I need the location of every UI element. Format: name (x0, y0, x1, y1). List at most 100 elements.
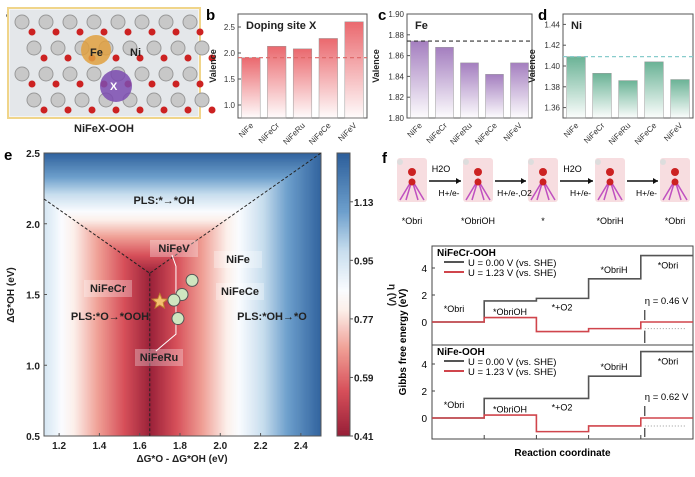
y-tick-label: 1.82 (388, 93, 404, 102)
metal-atom (170, 40, 186, 56)
energy-profile-u123 (432, 316, 693, 333)
x-tick-label: 1.6 (133, 441, 147, 452)
fe-atom (81, 35, 111, 65)
x-tick-label: 2.0 (213, 441, 227, 452)
metal-atom (86, 66, 102, 82)
overpotential-label: η = 0.62 V (645, 392, 689, 403)
oxygen-atom (408, 178, 416, 186)
y-tick-label: 2 (421, 387, 427, 398)
metal-atom (182, 66, 198, 82)
y-tick-label: 1.38 (544, 83, 560, 92)
category-label: NiFeCr (582, 121, 607, 146)
state-label: *ObriH (600, 265, 627, 275)
overpotential-label: η = 0.46 V (645, 296, 689, 307)
bar-NiFeCr (435, 47, 454, 119)
x-tick-label: 2.2 (254, 441, 268, 452)
metal-atom (194, 92, 210, 108)
region-label: PLS:*OH→*O (237, 311, 307, 323)
y-tick-label: 1.36 (544, 104, 560, 113)
metal-atom (26, 92, 42, 108)
region-label: PLS:*O→*OOH (71, 311, 149, 323)
state-label: *ObriH (596, 216, 623, 226)
state-label: *Obri (444, 400, 465, 410)
category-label: NiFeCe (473, 121, 499, 147)
category-label: NiFe (406, 121, 425, 140)
bar-NiFe (410, 40, 429, 119)
oxygen-atom (28, 28, 36, 36)
bar-NiFe (241, 57, 261, 119)
y-tick-label: 4 (421, 360, 427, 371)
y-tick-label: 1.42 (544, 41, 560, 50)
category-label: NiFeCr (257, 121, 282, 146)
point-label-box (216, 283, 264, 300)
category-label: NiFe (237, 121, 256, 140)
y-tick-label: 2.5 (26, 149, 40, 160)
oxygen-atom (124, 28, 132, 36)
metal-atom (158, 14, 174, 30)
panel-label-d: d (538, 7, 547, 24)
reactant-label: H2O (563, 164, 582, 174)
hydrogen-atom (463, 159, 469, 165)
metal-atom (146, 40, 162, 56)
chart-title: Ni (571, 20, 582, 32)
metal-atom (14, 14, 30, 30)
chart-title: Doping site X (246, 20, 317, 32)
energy-profile-u0 (432, 350, 693, 419)
oxygen-atom (671, 168, 679, 176)
y-tick-label: 1.80 (388, 114, 404, 123)
colorbar-tick-label: 0.95 (354, 256, 374, 267)
state-label: *Obri (665, 216, 686, 226)
structure-caption: NiFeX-OOH (74, 123, 134, 135)
oxygen-atom (208, 106, 216, 114)
metal-atom (38, 14, 54, 30)
metal-atom (26, 40, 42, 56)
point-label-box (214, 251, 262, 268)
y-tick-label: 1.86 (388, 52, 404, 61)
category-label: NiFeCe (307, 121, 333, 147)
x-tick-label: 1.2 (52, 441, 66, 452)
point-NiFeRu (171, 312, 185, 326)
oxygen-atom (76, 28, 84, 36)
y-tick-label: 1.5 (224, 75, 236, 84)
colorbar-tick-label: 0.77 (354, 315, 374, 326)
state-label: *+O2 (552, 402, 573, 412)
chart-title: Fe (415, 20, 428, 32)
legend-entry: U = 0.00 V (vs. SHE) (468, 357, 556, 368)
y-tick-label: 2.0 (26, 220, 40, 231)
bar-NiFeCr (592, 73, 612, 119)
y-tick-label: 1.40 (544, 62, 560, 71)
y-tick-label: 1.88 (388, 31, 404, 40)
y-tick-label: 1.90 (388, 10, 404, 19)
oxygen-atom (474, 178, 482, 186)
oxygen-atom (136, 54, 144, 62)
y-axis-label: Valence (371, 49, 381, 83)
colorbar-tick-label: 0.59 (354, 373, 374, 384)
category-label: NiFeV (336, 121, 359, 144)
y-tick-label: 4 (421, 264, 427, 275)
state-label: *ObriH (600, 362, 627, 372)
bar-NiFe (566, 56, 586, 119)
oxygen-atom (196, 80, 204, 88)
oxygen-atom (76, 80, 84, 88)
bar-NiFeRu (292, 48, 313, 119)
x-axis-label: Reaction coordinate (514, 448, 611, 459)
colorbar-gradient (337, 153, 350, 436)
dopant-x-atom (100, 70, 132, 102)
oxygen-atom (539, 168, 547, 176)
category-label: NiFeRu (448, 121, 474, 147)
arrow-head (456, 178, 461, 184)
oxygen-atom (52, 80, 60, 88)
panel-label-f: f (382, 150, 388, 167)
metal-atom (170, 92, 186, 108)
panel-label-e: e (4, 147, 12, 164)
oxygen-atom (172, 28, 180, 36)
y-tick-label: 1.0 (224, 101, 236, 110)
energy-profile-u0 (432, 254, 693, 323)
point-NiFeCr (167, 293, 181, 307)
oxygen-atom (148, 80, 156, 88)
metal-atom (14, 66, 30, 82)
oxygen-atom (64, 54, 72, 62)
diagram-title: NiFe-OOH (437, 347, 485, 358)
point-star-NiFeV (150, 292, 169, 310)
